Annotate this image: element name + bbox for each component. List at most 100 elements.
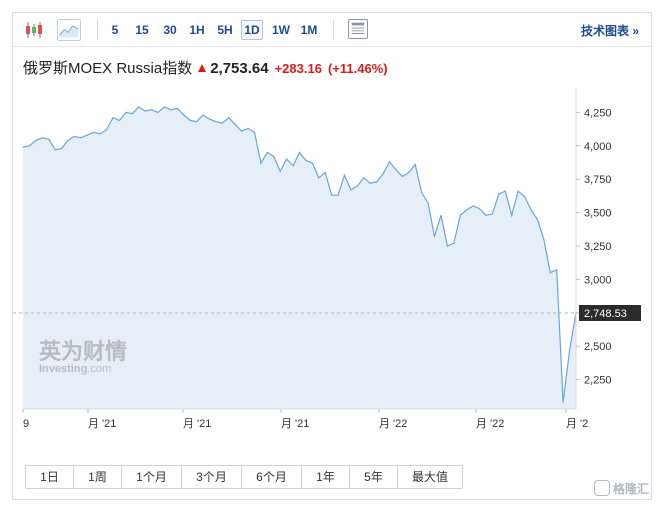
data-point	[125, 111, 127, 113]
data-point	[247, 127, 249, 129]
watermark-en-suffix: .com	[87, 363, 111, 375]
y-tick-label: 2,250	[584, 375, 612, 387]
y-tick-label: 3,750	[584, 174, 612, 186]
data-point	[106, 129, 108, 131]
data-point	[376, 181, 378, 183]
data-point	[138, 106, 140, 108]
data-point	[549, 272, 551, 274]
data-point	[363, 177, 365, 179]
range-1d[interactable]: 1日	[26, 466, 74, 488]
data-point	[569, 349, 571, 351]
data-point	[440, 214, 442, 216]
y-tick-label: 3,000	[584, 274, 612, 286]
brand-logo-icon	[593, 480, 610, 496]
data-point	[524, 195, 526, 198]
data-point	[305, 159, 307, 162]
data-point	[93, 131, 95, 133]
data-point	[241, 130, 243, 132]
last-price: 2,753.64	[210, 60, 269, 77]
data-point	[498, 193, 500, 195]
data-point	[421, 191, 423, 194]
data-point	[466, 209, 468, 211]
y-tick-label: 3,250	[584, 241, 612, 253]
interval-1m[interactable]: 1M	[300, 23, 318, 37]
x-tick-label: 月 '22	[476, 418, 504, 430]
y-tick-label: 2,500	[584, 341, 612, 353]
y-tick-label: 3,500	[584, 208, 612, 220]
data-point	[189, 119, 191, 121]
interval-5[interactable]: 5	[111, 23, 119, 37]
data-point	[414, 163, 416, 166]
interval-1h[interactable]: 1H	[189, 23, 205, 37]
data-point	[112, 117, 114, 119]
range-1y[interactable]: 1年	[302, 466, 350, 488]
series-area	[23, 107, 576, 409]
range-5y[interactable]: 5年	[350, 466, 398, 488]
data-point	[151, 109, 153, 111]
interval-1d[interactable]: 1D	[241, 20, 263, 40]
range-6m[interactable]: 6个月	[242, 466, 302, 488]
data-point	[343, 174, 346, 176]
data-point	[176, 107, 178, 109]
data-point	[99, 133, 101, 135]
data-point	[196, 121, 198, 123]
data-point	[228, 117, 230, 119]
x-axis: 9 月 '21 月 '21 月 '21 月 '22 月 '22 月 '2	[22, 408, 588, 430]
x-tick-label: 9	[23, 418, 29, 430]
interval-15[interactable]: 15	[135, 23, 149, 37]
range-1w[interactable]: 1周	[74, 466, 122, 488]
data-point	[86, 134, 88, 136]
range-1m[interactable]: 1个月	[122, 466, 182, 488]
area-chart-icon[interactable]	[57, 19, 81, 41]
data-point	[221, 122, 223, 124]
data-point	[41, 137, 43, 139]
data-point	[28, 145, 30, 147]
data-point	[144, 110, 146, 112]
interval-1w[interactable]: 1W	[272, 23, 290, 37]
x-tick-label: 月 '21	[281, 418, 309, 430]
data-point	[356, 185, 358, 187]
data-point	[350, 189, 352, 191]
price-chart[interactable]: 2,2502,5002,7503,0003,2503,5003,7504,000…	[13, 87, 651, 457]
watermark-cn: 英为财情	[39, 339, 127, 365]
data-point	[530, 209, 532, 211]
data-point	[22, 146, 24, 148]
plot-area	[22, 106, 577, 409]
data-point	[279, 170, 281, 172]
data-point	[433, 236, 436, 238]
candlestick-icon[interactable]	[23, 19, 45, 41]
last-value-badge	[579, 304, 641, 321]
data-point	[478, 208, 481, 210]
price-change-percent: (+11.46%)	[327, 61, 388, 76]
data-point	[67, 139, 69, 141]
data-point	[157, 111, 159, 113]
price-change: +283.16	[274, 61, 322, 76]
data-point	[472, 205, 474, 207]
data-point	[54, 149, 56, 151]
tech-chart-link[interactable]: 技术图表 »	[580, 24, 639, 38]
x-tick-label: 月 '22	[379, 418, 407, 430]
data-point	[459, 214, 461, 216]
interval-5h[interactable]: 5H	[217, 23, 233, 37]
data-point	[202, 114, 204, 116]
data-point	[234, 123, 236, 125]
interval-30[interactable]: 30	[163, 23, 177, 37]
data-point	[369, 182, 371, 184]
range-3m[interactable]: 3个月	[182, 466, 242, 488]
last-value-tag: 2,748.53	[13, 304, 641, 321]
data-point	[331, 194, 333, 196]
data-point	[382, 173, 384, 175]
y-tick-label: 4,000	[584, 141, 612, 153]
data-point	[266, 151, 268, 154]
y-axis: 2,2502,5002,7503,0003,2503,5003,7504,000…	[575, 89, 612, 409]
watermark-en: Investing	[39, 363, 87, 375]
data-point	[556, 269, 558, 271]
data-point	[61, 147, 63, 149]
data-point	[118, 119, 121, 121]
brand-text: 格隆汇	[612, 481, 649, 496]
data-point	[491, 213, 493, 215]
data-point	[215, 121, 217, 123]
data-table-icon[interactable]	[348, 19, 368, 39]
data-point	[73, 135, 75, 137]
range-max[interactable]: 最大值	[411, 470, 448, 484]
